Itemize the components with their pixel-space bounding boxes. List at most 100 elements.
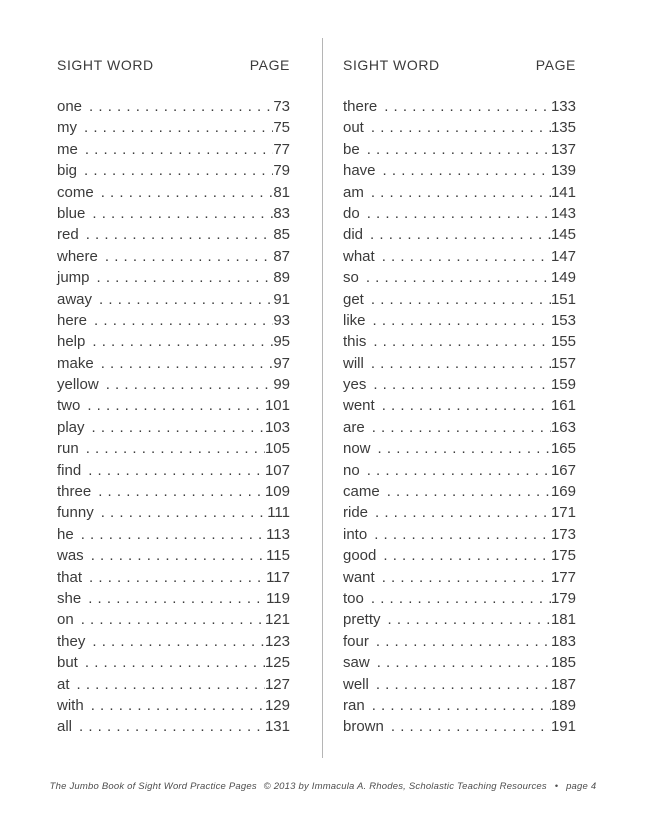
sight-word: come — [57, 183, 94, 201]
toc-row: there . . . . . . . . . . . . . . . . . .… — [343, 96, 576, 117]
toc-row: saw . . . . . . . . . . . . . . . . . . .… — [343, 652, 576, 673]
page-number: 127 — [264, 675, 290, 693]
toc-row: me . . . . . . . . . . . . . . . . . . . … — [57, 139, 290, 160]
dot-leader: . . . . . . . . . . . . . . . . . . . . … — [88, 461, 265, 479]
toc-column-left: SIGHT WORD PAGE one. . . . . . . . . . .… — [57, 57, 290, 738]
dot-leader: . . . . . . . . . . . . . . . . . . . . … — [366, 204, 551, 222]
page-number: 151 — [550, 290, 576, 308]
dot-leader: . . . . . . . . . . . . . . . . . . . . … — [84, 162, 273, 180]
page-number: 113 — [266, 525, 290, 543]
sight-word: two — [57, 397, 81, 415]
sight-word: at — [57, 675, 70, 693]
dot-leader: . . . . . . . . . . . . . . . . . . . . … — [381, 397, 551, 415]
toc-row: get . . . . . . . . . . . . . . . . . . .… — [343, 289, 576, 310]
toc-row: pretty . . . . . . . . . . . . . . . . . … — [343, 609, 576, 630]
page-number: 115 — [266, 547, 290, 565]
sight-word: get — [343, 290, 364, 308]
toc-row: yellow . . . . . . . . . . . . . . . . . … — [57, 374, 290, 395]
page-number: 97 — [273, 354, 290, 372]
dot-leader: . . . . . . . . . . . . . . . . . . . . … — [371, 696, 551, 714]
sight-word: now — [343, 440, 371, 458]
dot-leader: . . . . . . . . . . . . . . . . . . . . … — [386, 483, 551, 501]
page-number: 83 — [273, 204, 290, 222]
toc-row: am . . . . . . . . . . . . . . . . . . . … — [343, 182, 576, 203]
sight-word: away — [57, 290, 93, 308]
dot-leader: . . . . . . . . . . . . . . . . . . . . … — [84, 119, 273, 137]
page-number: 149 — [550, 269, 576, 287]
page-number: 167 — [550, 461, 576, 479]
sight-word: but — [57, 654, 78, 672]
sight-word-header: SIGHT WORD — [343, 57, 440, 73]
footer-page-label: page 4 — [566, 781, 597, 792]
sight-word: too — [343, 589, 364, 607]
page-number: 179 — [550, 589, 576, 607]
sight-word: jump — [57, 269, 90, 287]
page-number: 93 — [273, 311, 290, 329]
sight-word: that — [57, 568, 83, 586]
sight-word: one — [57, 98, 83, 115]
sight-word: like — [343, 311, 366, 329]
sight-word: here — [57, 311, 88, 329]
dot-leader: . . . . . . . . . . . . . . . . . . . . … — [100, 354, 274, 372]
sight-word: play — [57, 418, 85, 436]
toc-row: jump . . . . . . . . . . . . . . . . . . … — [57, 267, 290, 288]
sight-word: make — [57, 354, 94, 372]
page-number: 125 — [264, 654, 290, 672]
sight-word: me — [57, 140, 78, 158]
dot-leader: . . . . . . . . . . . . . . . . . . . . … — [84, 140, 273, 158]
dot-leader: . . . . . . . . . . . . . . . . . . . . … — [387, 611, 551, 629]
toc-row: four . . . . . . . . . . . . . . . . . . … — [343, 631, 576, 652]
dot-leader: . . . . . . . . . . . . . . . . . . . . … — [100, 183, 274, 201]
dot-leader: . . . . . . . . . . . . . . . . . . . . … — [80, 611, 265, 629]
page-number: 139 — [550, 162, 576, 180]
dot-leader: . . . . . . . . . . . . . . . . . . . . … — [366, 140, 551, 158]
page-number: 77 — [273, 140, 290, 158]
dot-leader: . . . . . . . . . . . . . . . . . . . . … — [85, 440, 265, 458]
toc-row: away . . . . . . . . . . . . . . . . . . … — [57, 289, 290, 310]
sight-word: so — [343, 269, 359, 287]
dot-leader: . . . . . . . . . . . . . . . . . . . . … — [370, 119, 551, 137]
dot-leader: . . . . . . . . . . . . . . . . . . . . … — [79, 718, 265, 736]
toc-row: blue . . . . . . . . . . . . . . . . . . … — [57, 203, 290, 224]
page-number: 131 — [264, 718, 290, 736]
page-number: 111 — [267, 504, 290, 522]
sight-word: good — [343, 547, 377, 565]
footer-book-title: The Jumbo Book of Sight Word Practice Pa… — [49, 781, 257, 792]
page-number: 141 — [550, 183, 576, 201]
page-number: 79 — [273, 162, 290, 180]
sight-word: into — [343, 525, 368, 543]
page-number: 173 — [550, 525, 576, 543]
page-number: 153 — [550, 311, 576, 329]
page-number: 73 — [273, 98, 290, 115]
dot-leader: . . . . . . . . . . . . . . . . . . . . … — [92, 333, 273, 351]
sight-word: do — [343, 204, 360, 222]
sight-word: am — [343, 183, 364, 201]
toc-row: at . . . . . . . . . . . . . . . . . . . … — [57, 674, 290, 695]
sight-word: saw — [343, 654, 370, 672]
sight-word: brown — [343, 718, 384, 736]
toc-row: out . . . . . . . . . . . . . . . . . . .… — [343, 117, 576, 138]
page-number: 185 — [550, 654, 576, 672]
page-header: PAGE — [535, 57, 576, 73]
dot-leader: . . . . . . . . . . . . . . . . . . . . … — [365, 269, 551, 287]
dot-leader: . . . . . . . . . . . . . . . . . . . . … — [89, 568, 266, 586]
dot-leader: . . . . . . . . . . . . . . . . . . . . … — [366, 461, 551, 479]
page-number: 161 — [550, 397, 576, 415]
dot-leader: . . . . . . . . . . . . . . . . . . . . … — [374, 525, 551, 543]
page-number: 191 — [550, 718, 576, 736]
column-divider — [322, 38, 323, 758]
dot-leader: . . . . . . . . . . . . . . . . . . . . … — [100, 504, 267, 522]
dot-leader: . . . . . . . . . . . . . . . . . . . . … — [383, 547, 551, 565]
sight-word: came — [343, 483, 380, 501]
sight-word: what — [343, 247, 375, 265]
toc-row: well . . . . . . . . . . . . . . . . . . … — [343, 674, 576, 695]
dot-leader: . . . . . . . . . . . . . . . . . . . . … — [88, 589, 266, 607]
dot-leader: . . . . . . . . . . . . . . . . . . . . … — [381, 247, 551, 265]
toc-row: play . . . . . . . . . . . . . . . . . . … — [57, 417, 290, 438]
dot-leader: . . . . . . . . . . . . . . . . . . . . … — [370, 354, 551, 372]
toc-row: they . . . . . . . . . . . . . . . . . . … — [57, 631, 290, 652]
dot-leader: . . . . . . . . . . . . . . . . . . . . … — [90, 696, 265, 714]
page-number: 103 — [264, 418, 290, 436]
page-number: 183 — [550, 632, 576, 650]
toc-row: red . . . . . . . . . . . . . . . . . . .… — [57, 224, 290, 245]
